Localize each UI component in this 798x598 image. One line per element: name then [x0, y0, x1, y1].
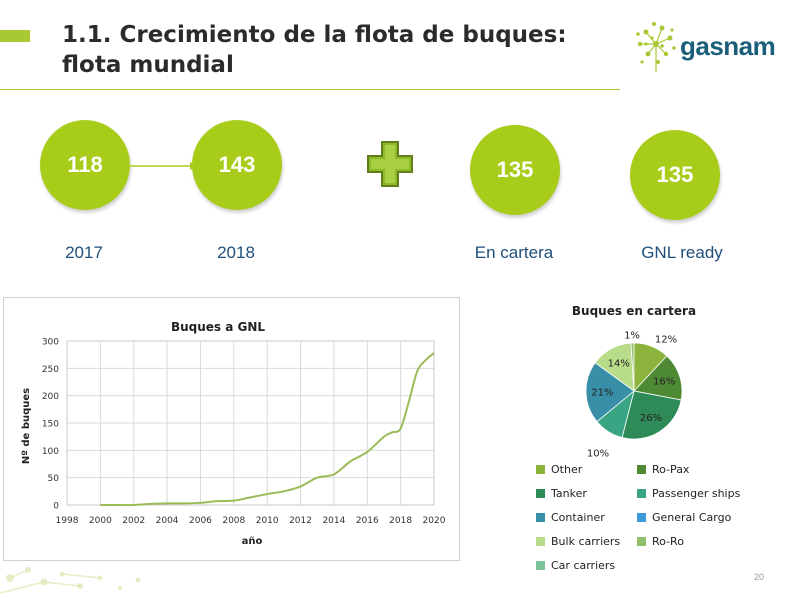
legend-label: General Cargo	[652, 511, 732, 524]
page-title: 1.1. Crecimiento de la flota de buques: …	[62, 22, 567, 78]
logo-leaf-icon	[636, 22, 676, 72]
x-tick-label: 2012	[289, 516, 312, 526]
pie-slice-label: 16%	[653, 377, 675, 388]
legend-item: Tanker	[536, 487, 587, 500]
y-tick-label: 100	[42, 447, 59, 457]
y-tick-label: 200	[42, 392, 59, 402]
legend-item: Ro-Pax	[637, 463, 689, 476]
x-tick-label: 2018	[389, 516, 412, 526]
x-tick-label: 2000	[89, 516, 112, 526]
series-line	[100, 352, 435, 507]
legend-swatch	[637, 465, 646, 474]
pie-slice-label: 26%	[640, 413, 662, 424]
legend-label: Container	[551, 511, 605, 524]
legend-swatch	[637, 537, 646, 546]
line-chart-title: Buques a GNL	[171, 320, 265, 334]
legend-swatch	[536, 561, 545, 570]
legend-swatch	[536, 537, 545, 546]
kpi-label: GNL ready	[641, 243, 723, 262]
y-axis-label: Nº de buques	[21, 388, 32, 464]
line-chart-panel: Buques a GNL año Nº de buques 0 50 100 150 2…	[3, 297, 460, 561]
legend-label: Other	[551, 463, 583, 476]
pie-slice	[633, 355, 683, 401]
legend-label: Passenger ships	[652, 487, 741, 500]
plus-icon	[367, 141, 413, 187]
y-tick-label: 0	[53, 502, 59, 512]
legend-label: Ro-Ro	[652, 535, 684, 548]
pie-slice-label: 14%	[608, 359, 630, 370]
title-divider	[0, 89, 620, 90]
plot-area	[66, 340, 435, 506]
kpi-circle-2018: 143	[192, 120, 282, 210]
x-tick-label: 1998	[56, 516, 79, 526]
pie-chart-panel: Buques en cartera 14% 1% 12% 16% 26% 10% 21%	[540, 298, 790, 583]
line-chart: Buques a GNL año Nº de buques 0 50 100 150 2…	[21, 320, 446, 547]
legend-swatch	[637, 513, 646, 522]
kpi-value: 143	[218, 152, 256, 177]
accent-bar	[0, 30, 30, 42]
x-tick-label: 2008	[222, 516, 245, 526]
kpi-value: 135	[496, 157, 534, 182]
kpi-circle-gnl-ready: 135	[630, 130, 720, 220]
arrow-icon	[128, 162, 198, 170]
decorative-leaves	[0, 567, 141, 594]
legend-item: Bulk carriers	[536, 535, 620, 548]
pie-slice-label: 12%	[655, 335, 677, 346]
pie-slice-label: 1%	[624, 331, 640, 342]
legend-swatch	[536, 465, 545, 474]
logo-text: gasnam	[680, 31, 776, 61]
legend-label: Tanker	[551, 487, 587, 500]
legend-swatch	[536, 513, 545, 522]
kpi-label: 2017	[65, 243, 103, 262]
legend-item: Passenger ships	[637, 487, 740, 500]
y-tick-label: 150	[42, 420, 59, 430]
pie-chart: Buques en cartera 14% 1% 12% 16% 26% 10% 21%	[572, 304, 696, 460]
y-tick-label: 300	[42, 338, 59, 348]
kpi-label: En cartera	[474, 243, 554, 262]
legend-label: Bulk carriers	[551, 535, 621, 548]
page-number: 20	[754, 572, 765, 582]
pie-chart-title: Buques en cartera	[572, 304, 696, 318]
legend-item: General Cargo	[637, 511, 731, 524]
kpi-circle-en-cartera: 135	[470, 125, 560, 215]
gasnam-logo: gasnam	[632, 18, 782, 74]
pie-slice	[621, 390, 682, 440]
x-tick-label: 2004	[156, 516, 179, 526]
x-tick-label: 2014	[322, 516, 345, 526]
legend-label: Ro-Pax	[652, 463, 690, 476]
legend-item: Container	[536, 511, 605, 524]
x-tick-label: 2016	[356, 516, 379, 526]
kpi-label: 2018	[217, 243, 255, 262]
x-tick-label: 2002	[122, 516, 145, 526]
kpi-value: 135	[656, 162, 694, 187]
pie-slice-label: 21%	[591, 387, 613, 398]
legend-item: Car carriers	[536, 559, 615, 572]
y-tick-label: 250	[42, 365, 59, 375]
x-tick-label: 2020	[423, 516, 446, 526]
y-tick-label: 50	[48, 474, 60, 484]
x-axis-label: año	[242, 536, 263, 547]
x-tick-label: 2006	[189, 516, 212, 526]
legend-item: Ro-Ro	[637, 535, 684, 548]
legend-swatch	[536, 489, 545, 498]
legend-swatch	[637, 489, 646, 498]
legend-label: Car carriers	[551, 559, 616, 572]
legend-item: Other	[536, 463, 582, 476]
pie-slice-label: 10%	[587, 449, 609, 459]
kpi-circle-2017: 118	[40, 120, 130, 210]
x-tick-label: 2010	[256, 516, 279, 526]
kpi-value: 118	[67, 152, 103, 177]
pie-slice	[585, 362, 635, 423]
